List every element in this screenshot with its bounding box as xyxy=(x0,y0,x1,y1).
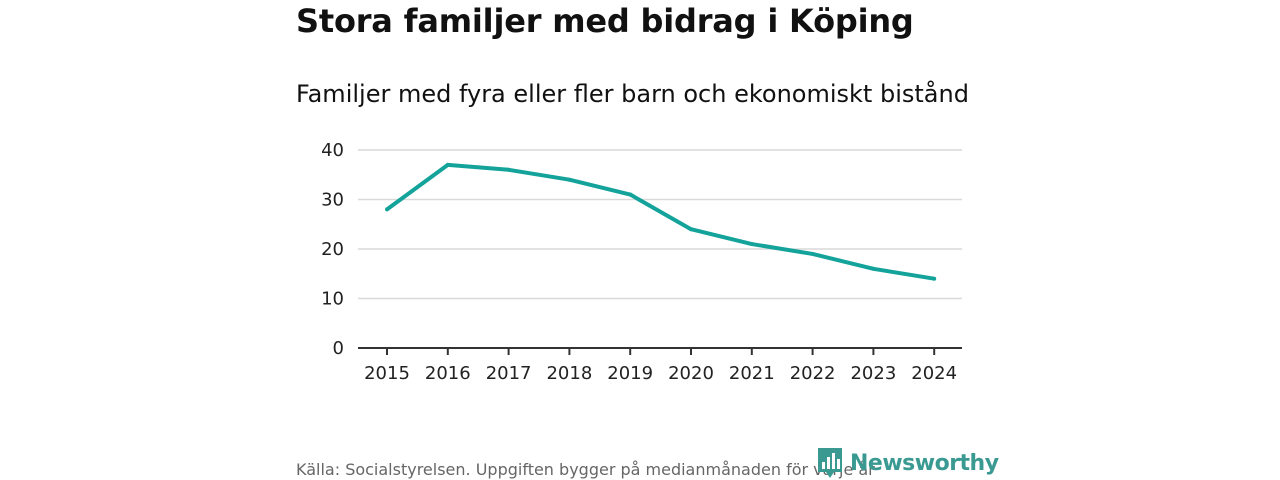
x-tick-label-2016: 2016 xyxy=(425,363,471,384)
y-tick-label-30: 30 xyxy=(321,190,344,211)
x-tick-label-2022: 2022 xyxy=(790,363,836,384)
x-axis xyxy=(358,347,962,355)
y-tick-label-20: 20 xyxy=(321,239,344,260)
brand-logo: Newsworthy xyxy=(816,446,999,480)
data-point-2024 xyxy=(932,276,937,281)
gridlines xyxy=(358,149,962,300)
data-point-2019 xyxy=(628,192,633,197)
brand-name: Newsworthy xyxy=(850,450,999,476)
data-point-2017 xyxy=(506,167,511,172)
data-point-2016 xyxy=(445,162,450,167)
chart-title: Stora familjer med bidrag i Köping xyxy=(296,2,914,40)
data-point-2021 xyxy=(749,242,754,247)
data-point-2020 xyxy=(689,227,693,232)
source-note: Källa: Socialstyrelsen. Uppgiften bygger… xyxy=(296,460,875,479)
data-point-2015 xyxy=(385,207,389,212)
y-tick-label-40: 40 xyxy=(321,140,344,161)
x-tick-label-2021: 2021 xyxy=(729,363,775,384)
x-tick-label-2018: 2018 xyxy=(546,363,592,384)
x-tick-label-2015: 2015 xyxy=(364,363,410,384)
newsworthy-logo-icon xyxy=(818,448,842,478)
y-tick-label-10: 10 xyxy=(321,289,344,310)
series-layer xyxy=(385,162,937,281)
x-axis-labels: 2015 2016 2017 2018 2019 2020 2021 2022 2023 2024 xyxy=(364,363,957,384)
series-line-0 xyxy=(385,162,935,281)
x-tick-label-2020: 2020 xyxy=(668,363,714,384)
data-point-2018 xyxy=(567,177,572,182)
x-tick-label-2023: 2023 xyxy=(850,363,896,384)
x-tick-label-2024: 2024 xyxy=(911,363,957,384)
y-axis-labels: 0 10 20 30 40 xyxy=(321,140,344,359)
data-point-2022 xyxy=(810,251,815,256)
chart-subtitle: Familjer med fyra eller fler barn och ek… xyxy=(296,80,969,108)
data-point-2023 xyxy=(871,266,876,271)
x-tick-label-2017: 2017 xyxy=(486,363,532,384)
y-tick-label-0: 0 xyxy=(333,338,344,359)
x-tick-label-2019: 2019 xyxy=(607,363,653,384)
